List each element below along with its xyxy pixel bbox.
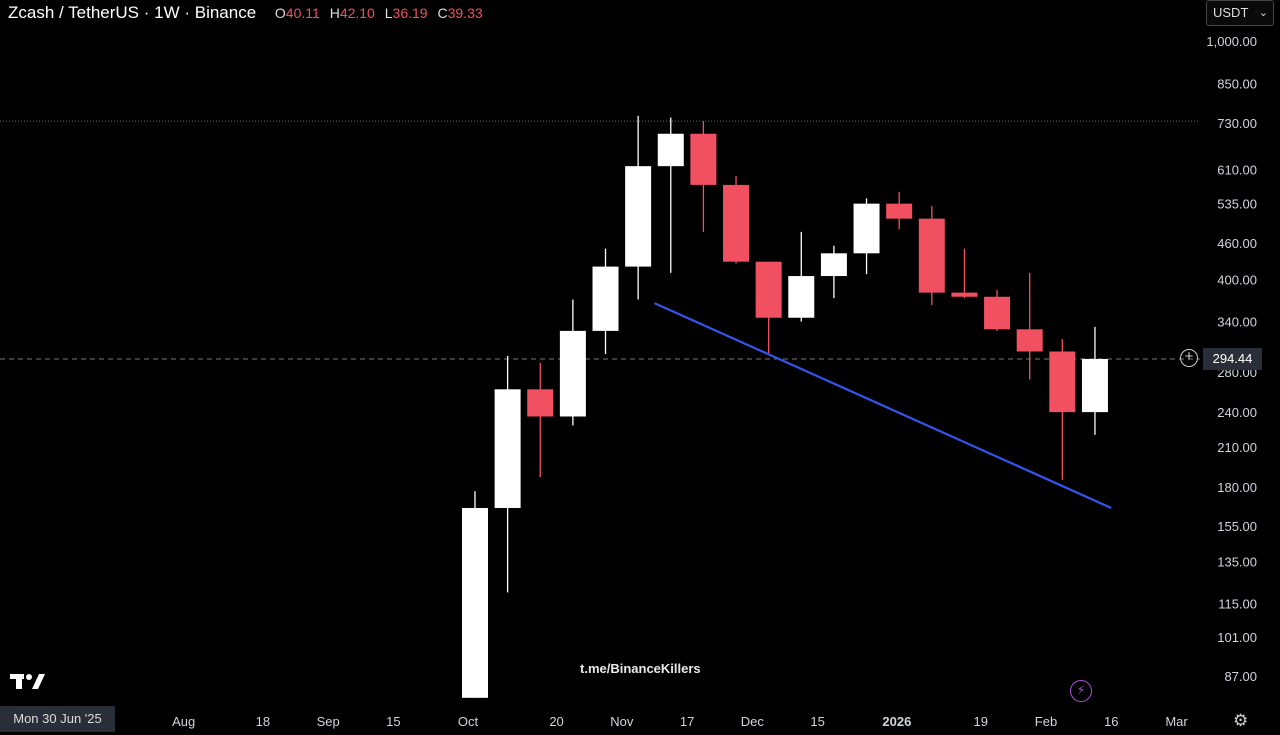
open-key: O	[274, 5, 286, 21]
tradingview-logo-icon[interactable]	[10, 672, 46, 690]
y-tick-label: 135.00	[1217, 555, 1257, 570]
x-tick-label: Feb	[1035, 714, 1057, 729]
x-tick-label: 15	[810, 714, 824, 729]
y-tick-label: 400.00	[1217, 272, 1257, 287]
y-tick-label: 180.00	[1217, 480, 1257, 495]
candle-body[interactable]	[559, 330, 586, 417]
y-tick-label: 460.00	[1217, 236, 1257, 251]
x-tick-label: Nov	[610, 714, 634, 729]
x-tick-label: 16	[1104, 714, 1118, 729]
candle-body[interactable]	[625, 166, 652, 267]
x-tick-label: 2026	[882, 714, 911, 729]
candle-body[interactable]	[592, 266, 619, 331]
low-value: 36.19	[392, 5, 428, 21]
high-key: H	[329, 5, 340, 21]
candle-body[interactable]	[1049, 351, 1076, 413]
candle-body[interactable]	[984, 296, 1011, 330]
x-tick-label: 18	[256, 714, 270, 729]
candle-body[interactable]	[951, 292, 978, 297]
candle-body[interactable]	[527, 389, 554, 417]
cursor-date-badge: Mon 30 Jun '25	[0, 706, 115, 732]
chevron-down-icon: ⌄	[1258, 7, 1268, 19]
y-tick-label: 850.00	[1217, 76, 1257, 91]
x-tick-label: 19	[974, 714, 988, 729]
x-tick-label: Dec	[741, 714, 765, 729]
y-tick-label: 210.00	[1217, 440, 1257, 455]
trendline[interactable]	[654, 302, 1112, 509]
candle-body[interactable]	[918, 218, 945, 293]
open-value: 40.11	[285, 5, 320, 21]
close-key: C	[437, 5, 448, 21]
close-value: 39.33	[447, 5, 483, 21]
candle-body[interactable]	[1081, 358, 1108, 413]
ohlc-values: O40.11 H42.10 L36.19 C39.33	[269, 5, 483, 21]
x-tick-label: 17	[680, 714, 694, 729]
low-key: L	[384, 5, 393, 21]
symbol-title[interactable]: Zcash / TetherUS · 1W · Binance	[8, 3, 257, 22]
candle-body[interactable]	[853, 203, 880, 254]
y-tick-label: 115.00	[1218, 596, 1257, 611]
watermark-text: t.me/BinanceKillers	[580, 661, 701, 676]
y-tick-label: 101.00	[1217, 630, 1257, 645]
candle-body[interactable]	[690, 133, 717, 185]
lightning-icon[interactable]: ⚡	[1070, 680, 1092, 702]
y-tick-label: 535.00	[1217, 197, 1257, 212]
candle-body[interactable]	[1016, 329, 1043, 352]
x-tick-label: 15	[386, 714, 400, 729]
x-tick-label: 20	[549, 714, 563, 729]
y-tick-label: 1,000.00	[1206, 34, 1257, 49]
candle-body[interactable]	[788, 276, 815, 318]
chart-legend: Zcash / TetherUS · 1W · Binance O40.11 H…	[8, 3, 483, 23]
candle-body[interactable]	[723, 184, 750, 262]
candle-body[interactable]	[820, 253, 847, 277]
candle-body[interactable]	[494, 389, 521, 508]
x-tick-label: Mar	[1165, 714, 1188, 729]
y-tick-label: 730.00	[1217, 116, 1257, 131]
x-tick-label: Oct	[458, 714, 479, 729]
candle-body[interactable]	[755, 261, 782, 318]
y-tick-label: 240.00	[1217, 405, 1257, 420]
high-value: 42.10	[339, 5, 375, 21]
y-tick-label: 610.00	[1217, 163, 1257, 178]
y-tick-label: 155.00	[1217, 519, 1257, 534]
gear-icon[interactable]: ⚙	[1233, 711, 1249, 730]
plus-circle-icon[interactable]: +	[1180, 349, 1198, 367]
y-tick-label: 87.00	[1224, 669, 1257, 684]
candle-body[interactable]	[657, 133, 684, 167]
candle-body[interactable]	[886, 203, 913, 219]
currency-label: USDT	[1213, 5, 1249, 20]
current-price-label: 294.44	[1203, 348, 1262, 370]
x-tick-label: Aug	[172, 714, 195, 729]
x-tick-label: Sep	[317, 714, 340, 729]
currency-selector[interactable]: USDT ⌄	[1206, 0, 1274, 26]
y-tick-label: 340.00	[1217, 315, 1257, 330]
candle-body[interactable]	[461, 507, 488, 698]
